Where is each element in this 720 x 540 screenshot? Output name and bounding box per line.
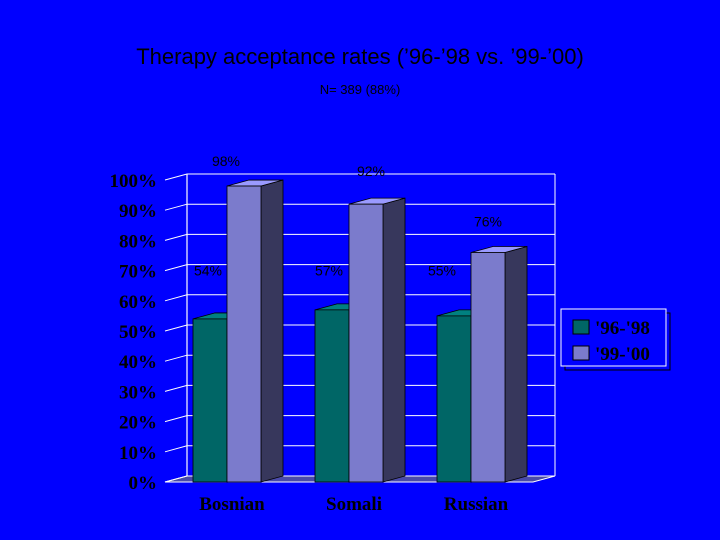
data-label: 92% <box>357 163 385 179</box>
y-tick-label: 40% <box>119 352 157 373</box>
legend-label: '96-'98 <box>595 318 650 339</box>
data-label: 57% <box>315 263 343 279</box>
y-tick-label: 90% <box>119 201 157 222</box>
data-label: 76% <box>474 213 502 229</box>
slide-subtitle: N= 389 (88%) <box>319 82 401 97</box>
y-tick-label: 80% <box>119 231 157 252</box>
category-label: Russian <box>444 494 509 515</box>
data-label-layer: 54% 98% 57% 92% 55% 76% <box>194 153 502 279</box>
bar-side <box>504 245 528 483</box>
bar <box>226 185 262 483</box>
bar <box>470 252 506 483</box>
y-tick-layer: 0% 10% 20% 30% 40% 50% 60% 70% 80% 90% 100% <box>110 171 158 494</box>
gridline <box>164 324 555 332</box>
gridline <box>164 173 555 181</box>
gridline <box>164 445 555 453</box>
category-label: Bosnian <box>199 494 265 515</box>
bar <box>436 315 472 483</box>
bar <box>314 309 350 483</box>
gridline <box>164 233 555 241</box>
data-label: 54% <box>194 263 222 279</box>
legend-box <box>560 308 667 367</box>
gridline <box>164 384 555 392</box>
legend-label: '99-'00 <box>595 344 650 365</box>
y-tick-label: 60% <box>119 292 157 313</box>
gridline <box>164 203 555 211</box>
gridline <box>164 475 555 483</box>
gridline <box>164 354 555 362</box>
data-label: 98% <box>212 153 240 169</box>
slide-title: Therapy acceptance rates (’96-’98 vs. ’9… <box>136 44 584 69</box>
gridline <box>164 264 555 272</box>
legend: '96-'98 '99-'00 <box>560 308 671 371</box>
legend-swatch <box>572 319 590 335</box>
bar-layer <box>192 179 528 483</box>
bar <box>192 318 228 483</box>
y-tick-label: 10% <box>119 443 157 464</box>
y-tick-label: 20% <box>119 413 157 434</box>
y-tick-label: 70% <box>119 262 157 283</box>
y-tick-label: 50% <box>119 322 157 343</box>
y-tick-label: 30% <box>119 382 157 403</box>
category-label: Somali <box>326 494 382 515</box>
legend-swatch <box>572 345 590 361</box>
data-label: 55% <box>428 263 456 279</box>
y-tick-label: 100% <box>110 171 158 192</box>
bar <box>348 203 384 483</box>
gridline <box>164 294 555 302</box>
bar-side <box>260 179 284 483</box>
y-tick-label: 0% <box>129 473 158 494</box>
gridline <box>164 415 555 423</box>
bar-side <box>382 197 406 483</box>
category-label-layer: Bosnian Somali Russian <box>199 494 508 515</box>
